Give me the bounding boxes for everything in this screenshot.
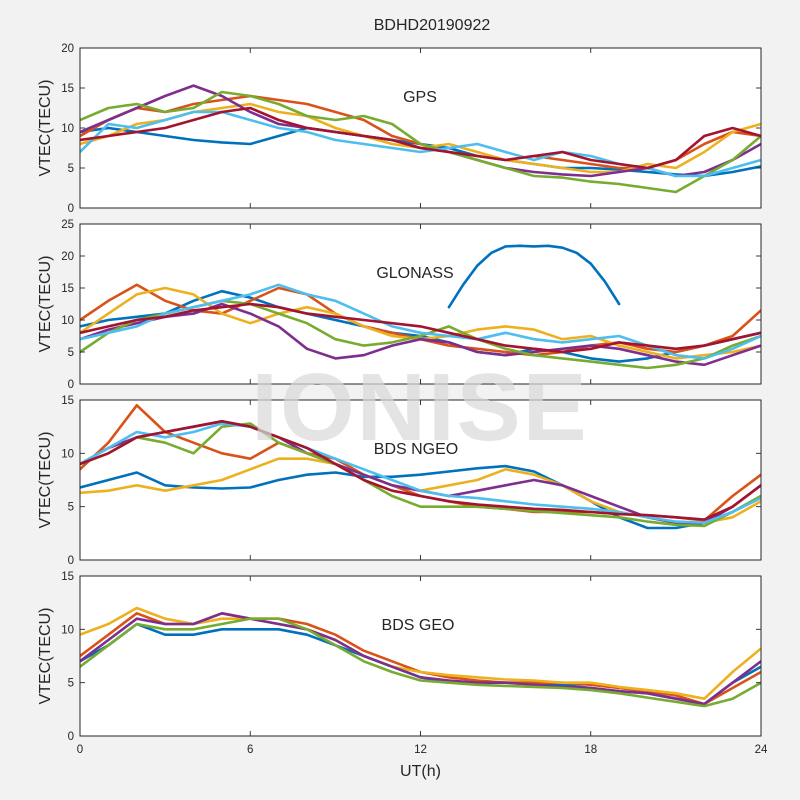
x-tick-label: 6 [247,744,253,756]
x-tick-label: 12 [414,744,427,756]
panel-2: 0 5 10 15 VTEC(TECU) BDS NGEO [37,395,762,567]
y-axis-label: VTEC(TECU) [37,80,54,177]
series-group [80,84,761,194]
y-tick-label: 15 [61,395,74,407]
watermark: IONISE [251,354,588,461]
series-line-4 [80,422,761,528]
figure-title: BDHD20190922 [374,17,491,34]
plot-area [79,575,762,737]
y-tick-label: 5 [68,502,74,514]
y-tick-label: 5 [68,163,74,175]
series-line-3 [80,611,761,706]
series-line-0 [80,464,761,530]
y-tick-label: 0 [68,555,74,567]
x-tick-label: 0 [77,744,83,756]
y-tick-label: 20 [61,251,74,263]
series-line-6 [80,302,761,354]
y-tick-label: 0 [68,379,74,391]
panel-label: BDS GEO [382,617,455,634]
series-line-7 [447,244,621,309]
series-line-4 [80,90,761,194]
x-axis-label: UT(h) [400,763,441,780]
panels: 0 5 10 15 20 VTEC(TECU) GPS 0 5 10 15 20 25 VTEC(TECU… [37,43,768,780]
series-line-6 [80,106,761,170]
y-tick-label: 0 [68,203,74,215]
y-tick-label: 15 [61,83,74,95]
y-tick-label: 15 [61,571,74,583]
y-tick-label: 0 [68,731,74,743]
series-group [80,244,761,370]
series-line-6 [80,419,761,521]
y-tick-label: 25 [61,219,74,231]
y-tick-label: 10 [61,448,74,460]
panel-0: 0 5 10 15 20 VTEC(TECU) GPS [37,43,762,215]
panel-label: GLONASS [376,265,453,282]
panel-label: BDS NGEO [374,441,458,458]
y-tick-label: 5 [68,347,74,359]
series-group [80,403,761,530]
y-tick-label: 10 [61,624,74,636]
panel-1: 0 5 10 15 20 25 VTEC(TECU) GLONASS [37,219,762,391]
y-axis-label: VTEC(TECU) [37,608,54,705]
x-tick-label: 18 [584,744,597,756]
y-tick-label: 5 [68,678,74,690]
series-line-5 [80,422,761,525]
y-tick-label: 10 [61,123,74,135]
series-line-4 [80,617,761,708]
y-tick-label: 15 [61,283,74,295]
panel-3: 0 5 10 15 0 6 12 18 24 VTEC(TECU) BDS GEO UT(h) [37,571,768,780]
x-tick-label: 24 [755,744,768,756]
series-group [80,606,761,708]
series-line-3 [80,302,761,367]
y-axis-label: VTEC(TECU) [37,432,54,529]
y-axis-label: VTEC(TECU) [37,256,54,353]
y-tick-label: 20 [61,43,74,55]
y-tick-label: 10 [61,315,74,327]
panel-label: GPS [403,89,437,106]
plot-area [79,47,762,209]
